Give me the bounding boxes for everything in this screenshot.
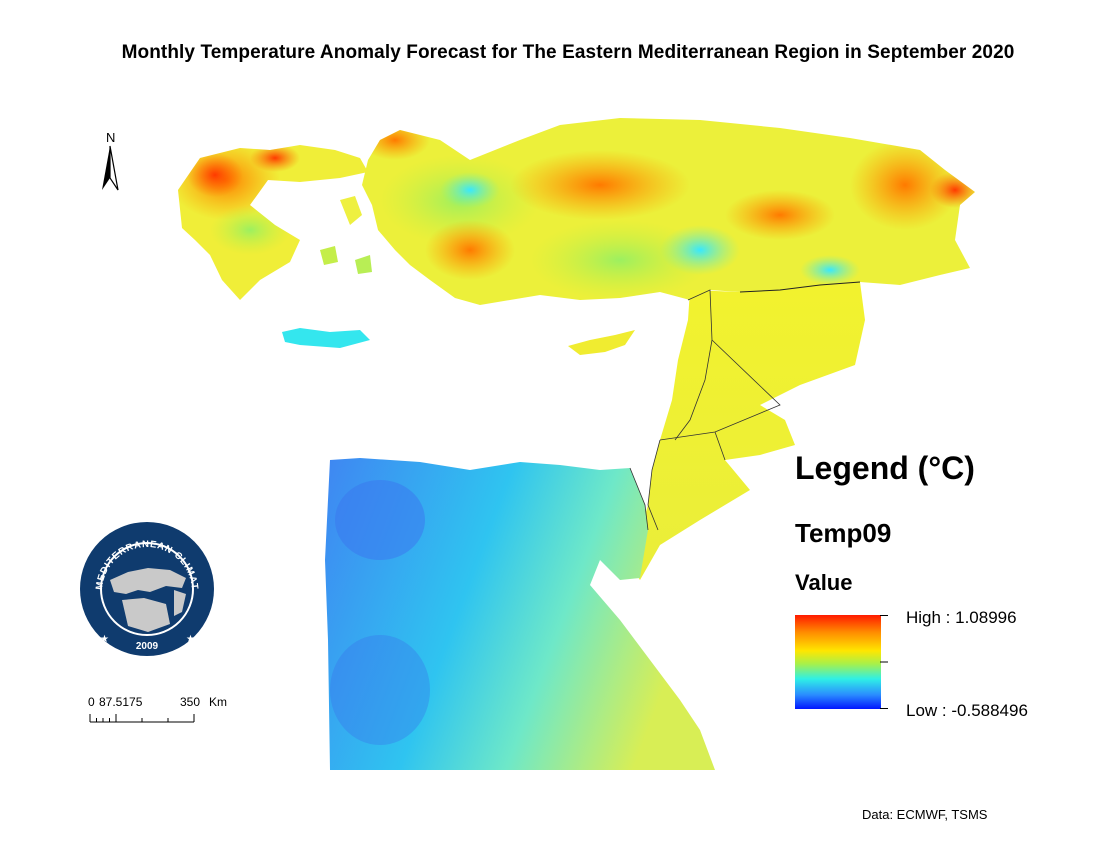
legend-high-label: High : 1.08996 bbox=[906, 608, 1017, 627]
svg-text:2009: 2009 bbox=[136, 641, 159, 652]
legend-field-name: Value bbox=[795, 570, 853, 595]
eastern-mediterranean-climate-centre-logo: EASTERN MEDITERRANEAN CLIMATE CENTRE 200… bbox=[78, 520, 214, 656]
cyprus-region bbox=[568, 330, 635, 355]
legend-layer-name: Temp09 bbox=[795, 518, 892, 548]
legend-color-ramp bbox=[795, 615, 881, 709]
scale-label-0: 0 bbox=[88, 695, 95, 709]
legend-low-label: Low : -0.588496 bbox=[906, 701, 1028, 720]
north-label: N bbox=[106, 130, 116, 145]
north-arrow-icon bbox=[102, 145, 119, 191]
turkey-region bbox=[362, 118, 975, 305]
scale-label-max: 350 bbox=[180, 695, 201, 709]
levant-region bbox=[630, 281, 865, 580]
svg-text:★: ★ bbox=[100, 634, 109, 645]
legend-title: Legend (°C) bbox=[795, 450, 975, 486]
crete-region bbox=[282, 328, 370, 348]
svg-text:★: ★ bbox=[186, 634, 195, 645]
scale-bar bbox=[89, 714, 195, 723]
scale-label-mid: 87.5175 bbox=[99, 695, 143, 709]
egypt-region bbox=[325, 458, 715, 770]
map-title: Monthly Temperature Anomaly Forecast for… bbox=[121, 42, 1015, 63]
data-credit: Data: ECMWF, TSMS bbox=[862, 807, 988, 822]
greece-region bbox=[178, 145, 372, 300]
scale-label-unit: Km bbox=[209, 695, 227, 709]
legend-ramp-ticks bbox=[880, 615, 888, 709]
